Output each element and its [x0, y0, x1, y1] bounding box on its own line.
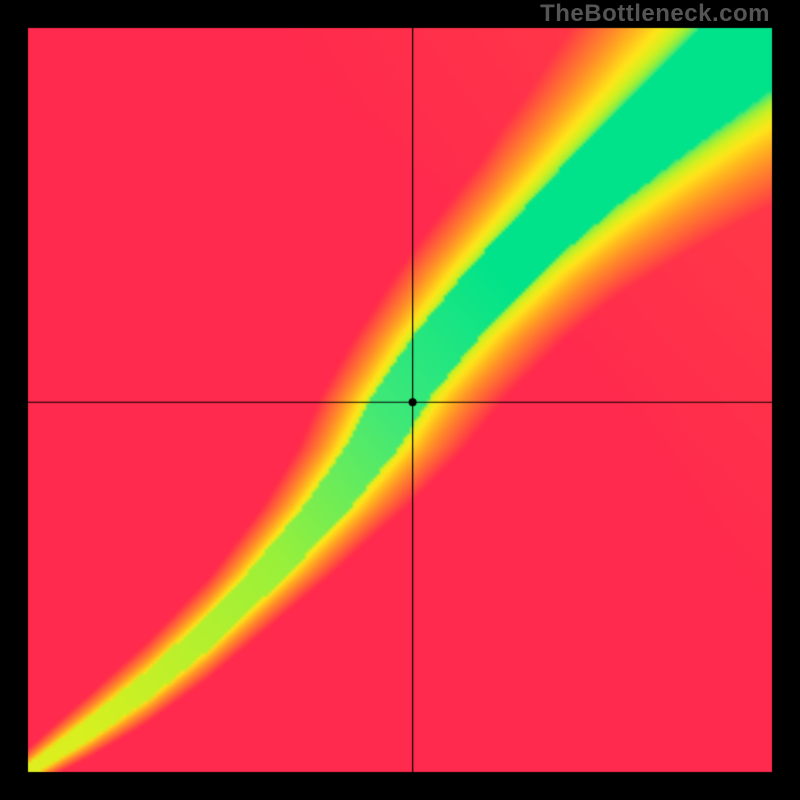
- bottleneck-heatmap: [0, 0, 800, 800]
- watermark-text: TheBottleneck.com: [540, 0, 770, 28]
